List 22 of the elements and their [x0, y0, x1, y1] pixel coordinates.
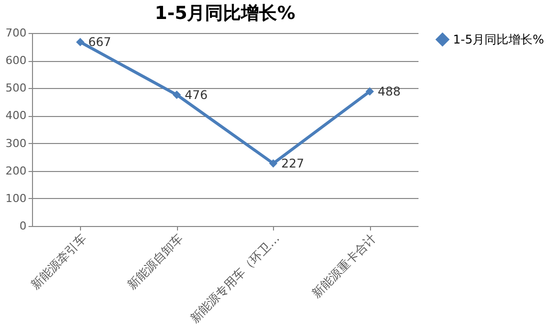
y-tick-label: 200 — [6, 164, 26, 178]
point — [269, 159, 278, 168]
y-tick-label: 600 — [6, 54, 26, 68]
x-tick-label: 新能源自卸车 — [124, 231, 186, 292]
y-tick-label: 400 — [6, 109, 26, 122]
chart-title: 1-5月同比增长% — [154, 3, 296, 24]
data-label: 488 — [378, 84, 401, 98]
x-tick-label: 新能源专用车（环卫… — [187, 231, 282, 326]
x-tick-label: 新能源牵引车 — [28, 231, 90, 292]
data-label: 667 — [88, 35, 112, 50]
legend-label: 1-5月同比增长% — [453, 32, 544, 46]
point — [172, 90, 181, 99]
y-tick-label: 500 — [6, 82, 26, 95]
data-label: 227 — [281, 156, 304, 170]
data-label: 476 — [184, 88, 208, 102]
x-tick-label: 新能源重卡合计 — [309, 231, 379, 300]
y-tick-label: 700 — [6, 26, 26, 40]
point — [76, 38, 84, 46]
y-tick-label: 300 — [6, 136, 26, 150]
y-tick-label: 0 — [20, 220, 26, 232]
y-tick-label: 100 — [6, 192, 26, 205]
point — [366, 87, 374, 96]
